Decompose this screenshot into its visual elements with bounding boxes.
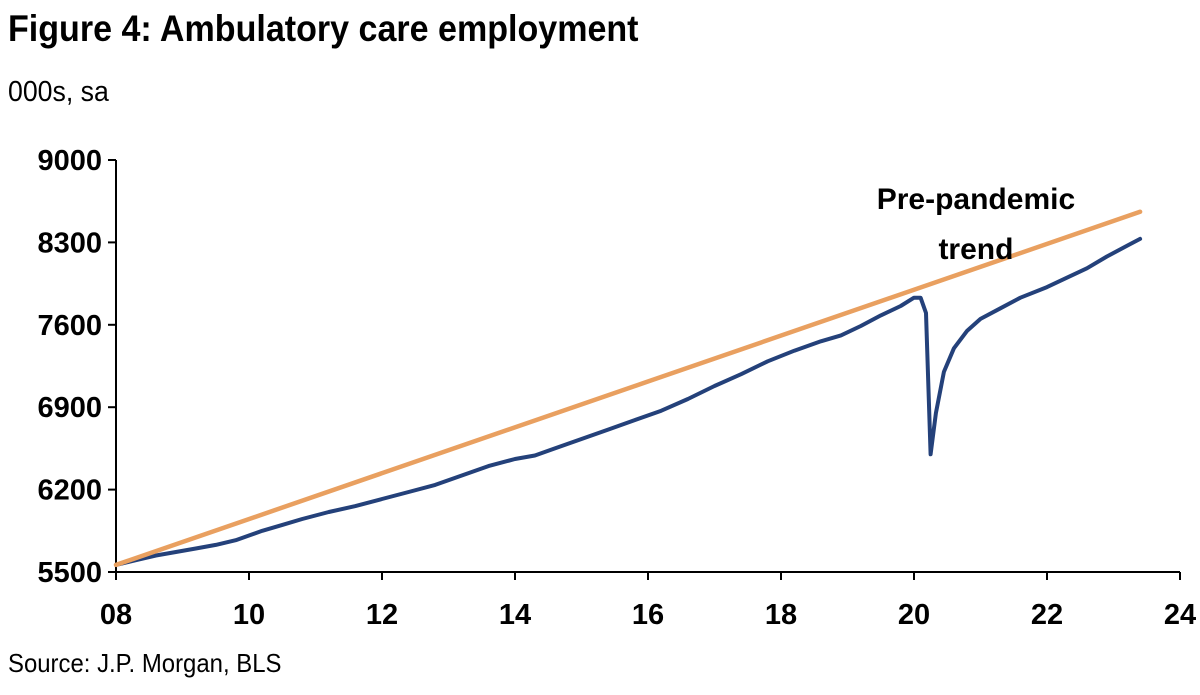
annotation-label-line2: trend xyxy=(938,233,1013,266)
x-tick-label: 24 xyxy=(1164,599,1196,631)
x-tick-label: 22 xyxy=(1031,599,1063,631)
x-tick-label: 08 xyxy=(100,599,132,631)
x-tick-label: 14 xyxy=(499,599,531,631)
chart-subtitle: 000s, sa xyxy=(8,76,109,108)
annotation-label-line1: Pre-pandemic xyxy=(877,183,1075,216)
y-tick-label: 7600 xyxy=(37,310,102,342)
x-tick-label: 16 xyxy=(632,599,664,631)
chart-title: Figure 4: Ambulatory care employment xyxy=(8,8,639,49)
y-tick-label: 8300 xyxy=(37,227,102,259)
y-tick-label: 6900 xyxy=(37,392,102,424)
y-tick-label: 5500 xyxy=(37,557,102,589)
y-tick-label: 6200 xyxy=(37,475,102,507)
x-tick-label: 12 xyxy=(366,599,398,631)
series-line-trend xyxy=(113,209,1143,568)
chart-source: Source: J.P. Morgan, BLS xyxy=(8,648,282,678)
y-tick-label: 9000 xyxy=(37,145,102,177)
series-line-actual xyxy=(114,236,1143,567)
x-tick-label: 18 xyxy=(765,599,797,631)
x-tick-label: 10 xyxy=(233,599,265,631)
x-tick-label: 20 xyxy=(898,599,930,631)
